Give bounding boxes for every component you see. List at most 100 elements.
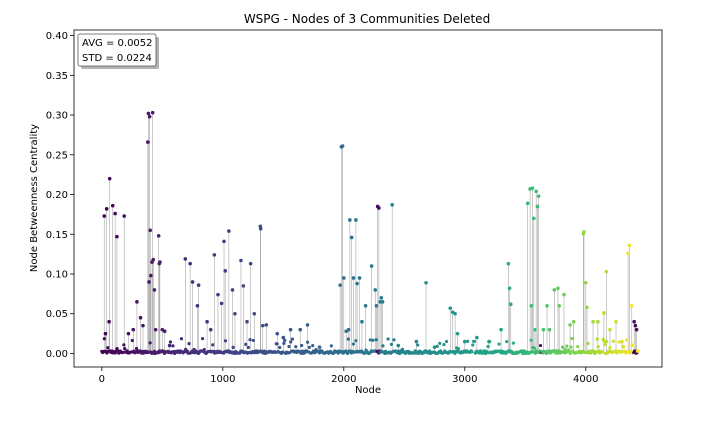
baseline-point	[538, 343, 543, 348]
baseline-point	[435, 344, 439, 348]
data-point	[195, 304, 200, 308]
baseline-point	[621, 344, 626, 349]
baseline-point	[201, 337, 205, 341]
baseline-point	[505, 340, 509, 344]
data-point	[222, 239, 226, 244]
data-point	[317, 345, 322, 349]
y-tick-label: 0.30	[46, 111, 68, 122]
baseline-point	[354, 339, 358, 343]
baseline-point	[374, 338, 378, 342]
baseline-point	[294, 345, 298, 349]
data-point	[629, 304, 634, 308]
data-point	[135, 300, 139, 304]
data-point	[148, 228, 153, 233]
data-point	[535, 204, 540, 209]
data-point	[455, 331, 460, 336]
baseline-point	[311, 344, 315, 348]
baseline-point	[290, 337, 294, 341]
data-point	[414, 339, 419, 344]
data-point	[147, 280, 151, 284]
data-point	[107, 176, 112, 181]
baseline-point	[529, 338, 533, 342]
data-point	[632, 319, 636, 324]
baseline-point	[202, 347, 206, 352]
data-point	[583, 280, 588, 285]
data-point	[227, 229, 231, 233]
data-point	[547, 327, 552, 332]
std-label: STD = 0.0224	[82, 53, 152, 64]
baseline-point	[130, 338, 134, 343]
baseline-point	[351, 342, 355, 346]
data-point	[216, 292, 220, 297]
data-point	[508, 302, 513, 307]
baseline-point	[148, 341, 152, 345]
data-point	[462, 339, 467, 344]
data-point	[602, 311, 606, 315]
data-point	[233, 311, 237, 316]
baseline-point	[273, 350, 278, 355]
data-point	[585, 305, 589, 310]
baseline-point	[123, 347, 127, 351]
data-point	[146, 140, 150, 144]
baseline-point	[438, 341, 442, 345]
data-point	[241, 284, 246, 288]
data-point	[115, 234, 119, 239]
data-point	[582, 230, 586, 234]
y-axis-ticks: 0.00 0.05 0.10 0.15 0.20 0.25 0.30 0.35 0.40	[46, 31, 74, 360]
baseline-point	[248, 338, 252, 342]
baseline-point	[346, 337, 350, 341]
data-point	[424, 280, 428, 285]
data-point	[634, 327, 639, 332]
data-point	[357, 276, 362, 280]
data-point	[541, 327, 546, 332]
plot-area	[100, 110, 640, 356]
baseline-point	[134, 346, 139, 351]
data-point	[122, 214, 127, 218]
y-tick-label: 0.10	[46, 270, 68, 281]
x-tick-label: 0	[99, 374, 105, 385]
baseline-point	[281, 350, 285, 354]
data-point	[530, 186, 535, 190]
data-point	[571, 319, 576, 324]
data-point	[626, 251, 630, 256]
data-point	[355, 281, 359, 286]
baseline-point	[570, 336, 574, 341]
data-point	[264, 323, 269, 327]
points-layer	[100, 110, 640, 356]
baseline-point	[416, 343, 420, 347]
baseline-point	[244, 342, 248, 346]
baseline-point	[565, 344, 569, 348]
axes-frame	[73, 29, 663, 368]
data-point	[506, 261, 511, 266]
data-point	[373, 288, 378, 292]
data-point	[158, 260, 162, 264]
baseline-point	[251, 338, 256, 343]
baseline-point	[300, 343, 304, 348]
baseline-point	[386, 337, 390, 341]
data-point	[552, 288, 557, 292]
data-point	[196, 283, 201, 287]
data-point	[448, 306, 453, 310]
baseline-point	[442, 343, 446, 347]
baseline-point	[121, 350, 125, 354]
data-point	[396, 343, 401, 348]
data-point	[354, 218, 358, 222]
baseline-point	[568, 351, 572, 356]
baseline-point	[223, 339, 228, 343]
data-point	[258, 226, 263, 231]
data-point	[205, 319, 209, 324]
data-point	[208, 327, 213, 332]
baseline-point	[576, 344, 580, 349]
data-point	[534, 189, 538, 194]
data-point	[149, 273, 153, 278]
baseline-point	[179, 337, 184, 341]
data-point	[529, 304, 534, 308]
data-point	[360, 319, 364, 324]
baseline-point	[569, 345, 573, 349]
data-point	[568, 323, 572, 327]
baseline-point	[470, 350, 474, 354]
data-point	[245, 319, 249, 324]
baseline-point	[345, 351, 350, 355]
data-point	[636, 349, 640, 353]
data-point	[188, 261, 192, 266]
